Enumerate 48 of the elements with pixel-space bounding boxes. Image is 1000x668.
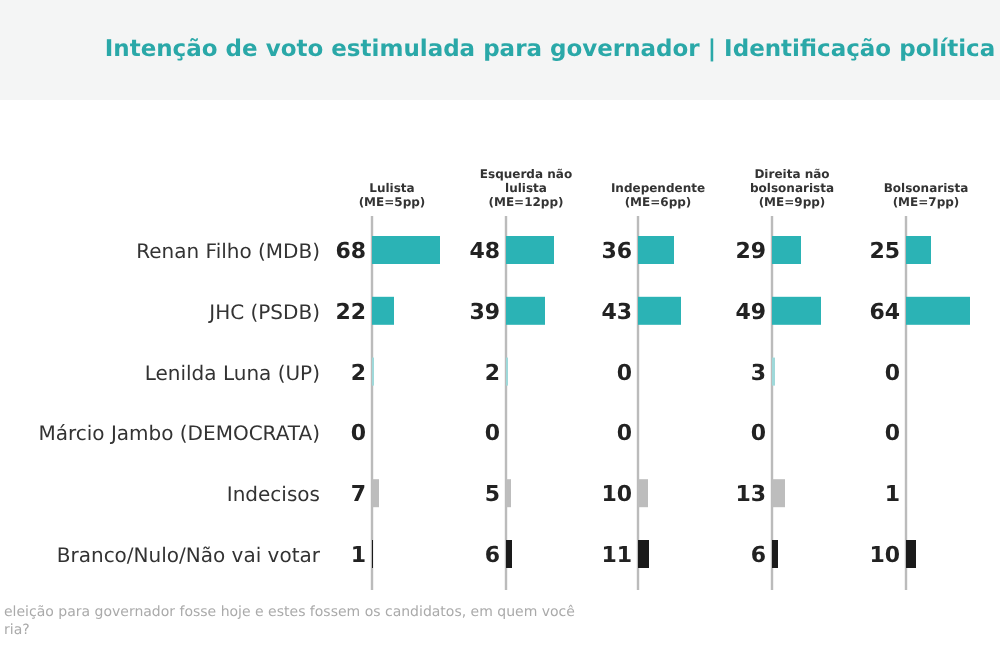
data-label: 0 (350, 420, 367, 447)
bar (772, 236, 801, 264)
bar (506, 236, 554, 264)
bar (506, 296, 545, 325)
data-label: 68 (335, 238, 366, 264)
data-label: 22 (335, 298, 366, 325)
data-label: 39 (469, 298, 500, 325)
y-tick-label: Renan Filho (MDB) (136, 242, 321, 264)
data-label: 1 (884, 481, 900, 508)
bar (638, 296, 681, 325)
data-label: 29 (735, 238, 766, 264)
data-label: 64 (869, 298, 901, 325)
bar (506, 540, 512, 568)
data-label: 6 (484, 542, 501, 568)
y-tick-label: Indecisos (226, 485, 320, 508)
bar (372, 236, 440, 264)
data-label: 10 (869, 542, 901, 568)
bar (772, 540, 778, 568)
data-label: 11 (601, 542, 632, 568)
bar (638, 540, 649, 568)
data-label: 5 (484, 481, 500, 508)
y-tick-label: Branco/Nulo/Não vai votar (56, 546, 322, 568)
data-label: 0 (884, 420, 901, 447)
y-tick-label: Lenilda Luna (UP) (144, 363, 321, 386)
data-label: 10 (601, 481, 633, 508)
data-label: 49 (735, 298, 766, 325)
data-label: 2 (484, 359, 500, 386)
data-label: 25 (869, 238, 900, 264)
data-label: 0 (484, 420, 501, 447)
y-tick-label: Márcio Jambo (DEMOCRATA) (38, 424, 321, 447)
data-label: 6 (750, 542, 767, 568)
data-label: 0 (884, 359, 901, 386)
data-label: 0 (616, 359, 633, 386)
bar (772, 296, 821, 325)
data-label: 13 (735, 481, 766, 508)
data-label: 2 (350, 359, 366, 386)
data-label: 43 (601, 298, 632, 325)
data-label: 3 (750, 359, 766, 386)
y-tick-label: JHC (PSDB) (207, 302, 321, 325)
bar (372, 296, 394, 325)
data-label: 36 (601, 238, 633, 264)
bar (638, 236, 674, 264)
data-label: 0 (750, 420, 767, 447)
data-label: 7 (350, 481, 366, 508)
text: Intenção de voto estimulada para governador | Identificação política (104, 34, 996, 62)
data-label: 48 (469, 238, 500, 264)
data-label: 0 (616, 420, 633, 447)
data-label: 1 (350, 542, 366, 568)
